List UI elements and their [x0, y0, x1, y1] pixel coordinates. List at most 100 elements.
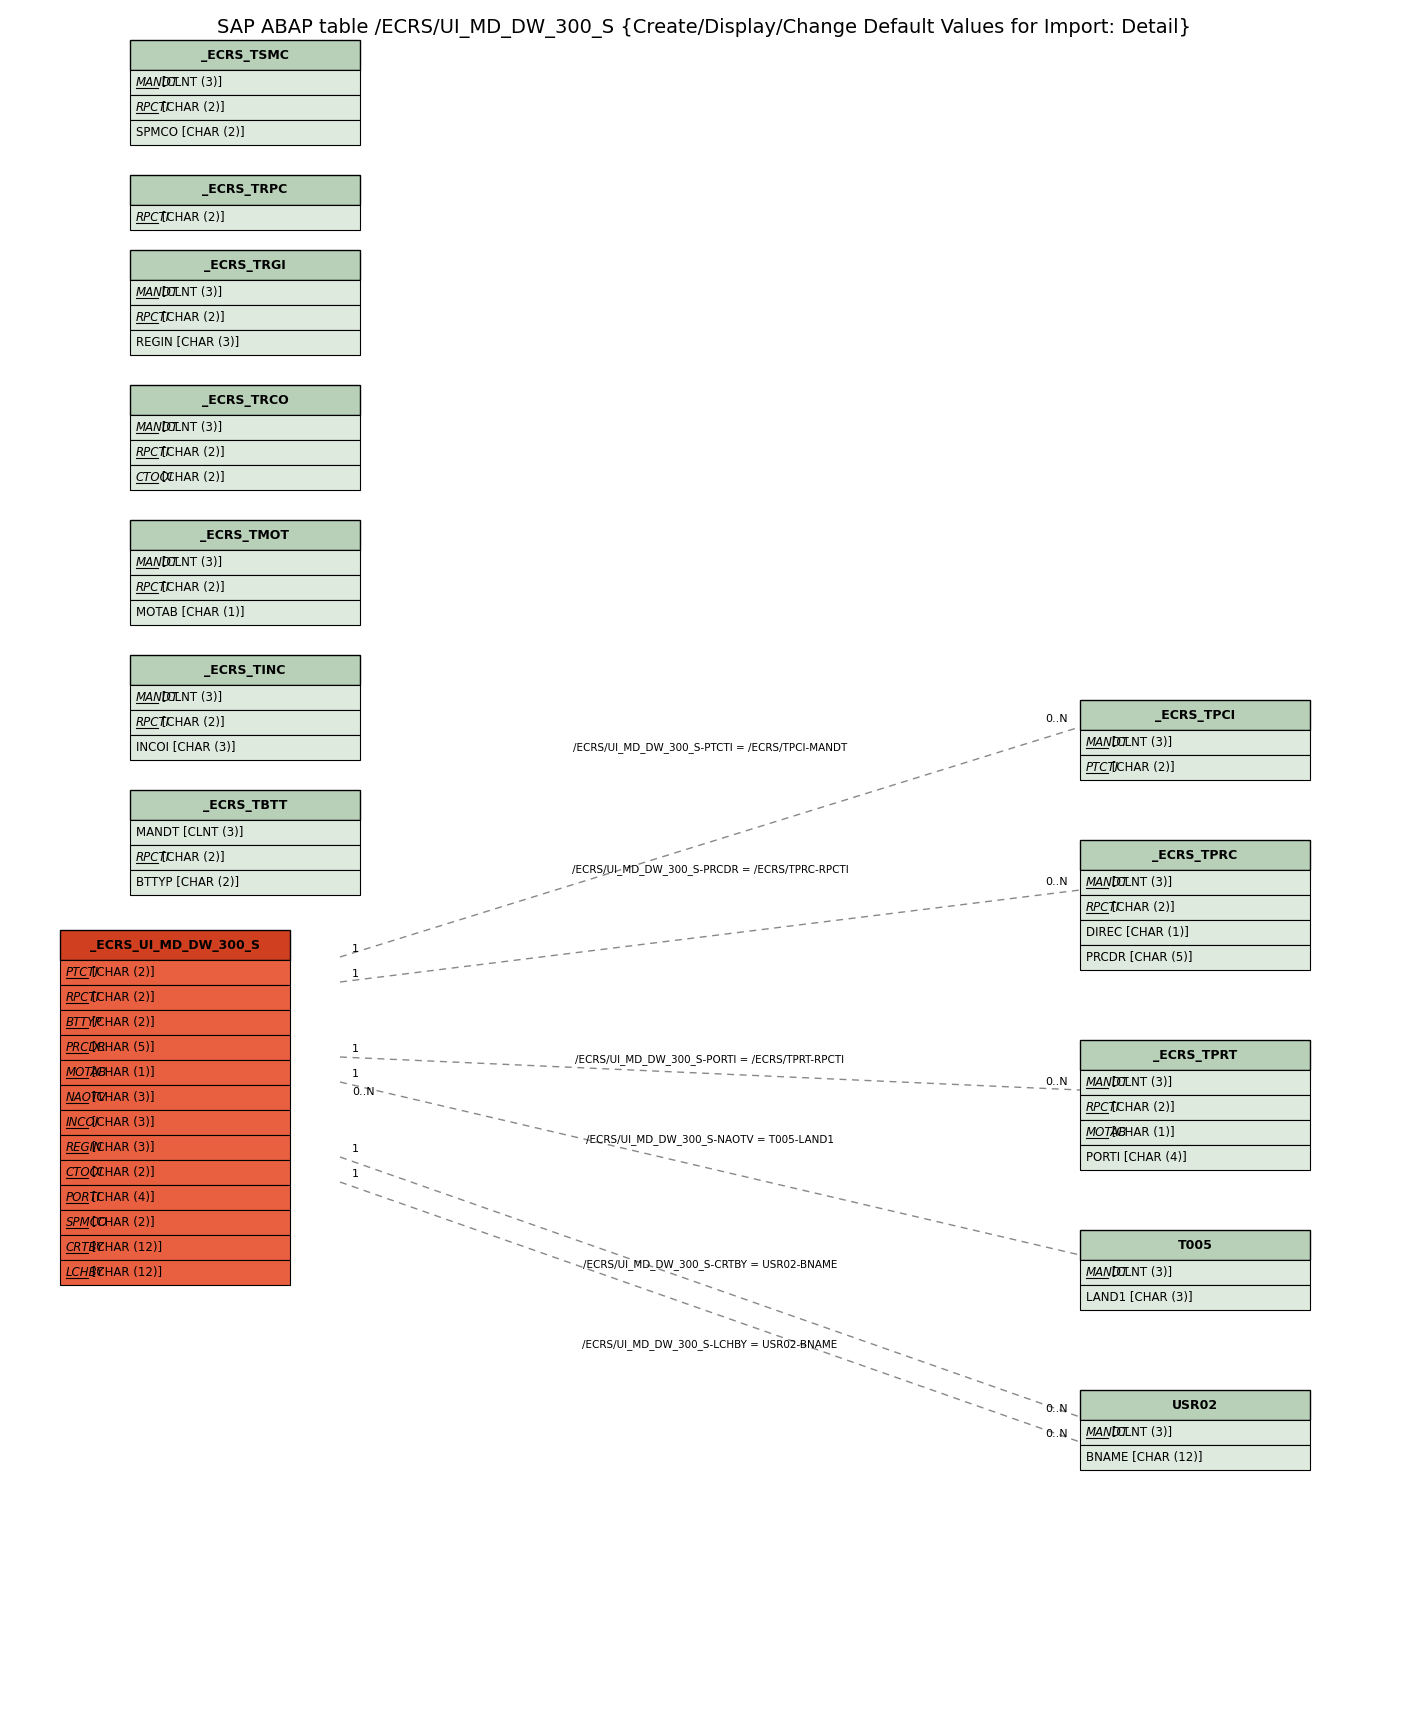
Bar: [130, 735, 361, 759]
Text: PRCDR [CHAR (5)]: PRCDR [CHAR (5)]: [1086, 951, 1192, 964]
Bar: [130, 385, 361, 416]
Text: MOTAB: MOTAB: [1086, 1125, 1127, 1139]
Text: 1: 1: [352, 1144, 359, 1154]
Bar: [61, 985, 290, 1011]
Bar: [61, 1011, 290, 1035]
Text: _ECRS_TSMC: _ECRS_TSMC: [201, 48, 289, 62]
Bar: [130, 845, 361, 870]
Text: 0..N: 0..N: [1045, 1404, 1068, 1414]
Bar: [130, 790, 361, 821]
Text: [CHAR (2)]: [CHAR (2)]: [89, 1016, 155, 1029]
Text: PORTI: PORTI: [66, 1190, 101, 1204]
Bar: [130, 821, 361, 845]
Text: 1: 1: [352, 1170, 359, 1178]
Bar: [61, 1235, 290, 1260]
Bar: [130, 205, 361, 231]
Text: [CHAR (1)]: [CHAR (1)]: [1107, 1125, 1175, 1139]
Text: 0..N: 0..N: [1045, 1430, 1068, 1440]
Text: RPCTI: RPCTI: [1086, 901, 1120, 915]
Text: MANDT: MANDT: [137, 691, 179, 705]
Bar: [1081, 1445, 1310, 1471]
Text: MANDT: MANDT: [137, 421, 179, 434]
Text: RPCTI: RPCTI: [137, 581, 170, 593]
Text: [CLNT (3)]: [CLNT (3)]: [158, 286, 223, 299]
Text: _ECRS_TRPC: _ECRS_TRPC: [203, 183, 287, 197]
Text: [CHAR (2)]: [CHAR (2)]: [158, 311, 224, 323]
Text: NAOTV: NAOTV: [66, 1091, 107, 1105]
Text: RPCTI: RPCTI: [137, 852, 170, 864]
Text: _ECRS_TPCI: _ECRS_TPCI: [1155, 708, 1236, 722]
Text: USR02: USR02: [1172, 1399, 1217, 1411]
Text: LAND1 [CHAR (3)]: LAND1 [CHAR (3)]: [1086, 1291, 1192, 1305]
Text: [CLNT (3)]: [CLNT (3)]: [158, 556, 223, 569]
Text: 0..N: 0..N: [352, 1088, 375, 1098]
Text: /ECRS/UI_MD_DW_300_S-PRCDR = /ECRS/TPRC-RPCTI: /ECRS/UI_MD_DW_300_S-PRCDR = /ECRS/TPRC-…: [572, 865, 848, 876]
Text: MANDT: MANDT: [1086, 1265, 1129, 1279]
Text: INCOI: INCOI: [66, 1117, 99, 1129]
Text: [CLNT (3)]: [CLNT (3)]: [158, 691, 223, 705]
Bar: [130, 96, 361, 120]
Bar: [61, 1260, 290, 1284]
Bar: [130, 655, 361, 686]
Bar: [61, 930, 290, 959]
Bar: [130, 710, 361, 735]
Text: MANDT: MANDT: [1086, 1426, 1129, 1440]
Text: MANDT: MANDT: [1086, 876, 1129, 889]
Text: SPMCO [CHAR (2)]: SPMCO [CHAR (2)]: [137, 127, 245, 139]
Text: DIREC [CHAR (1)]: DIREC [CHAR (1)]: [1086, 927, 1189, 939]
Text: RPCTI: RPCTI: [137, 716, 170, 728]
Bar: [130, 280, 361, 304]
Text: [CHAR (2)]: [CHAR (2)]: [1107, 901, 1175, 915]
Text: [CHAR (2)]: [CHAR (2)]: [89, 1216, 155, 1229]
Bar: [61, 1211, 290, 1235]
Text: MOTAB: MOTAB: [66, 1065, 107, 1079]
Bar: [61, 1060, 290, 1086]
Text: PORTI [CHAR (4)]: PORTI [CHAR (4)]: [1086, 1151, 1186, 1165]
Text: PRCDR: PRCDR: [66, 1041, 107, 1053]
Bar: [130, 250, 361, 280]
Text: MOTAB [CHAR (1)]: MOTAB [CHAR (1)]: [137, 605, 245, 619]
Bar: [61, 1159, 290, 1185]
Text: [CLNT (3)]: [CLNT (3)]: [1107, 1426, 1172, 1440]
Text: RPCTI: RPCTI: [137, 210, 170, 224]
Text: [CHAR (2)]: [CHAR (2)]: [89, 966, 155, 980]
Bar: [1081, 1390, 1310, 1419]
Text: [CHAR (3)]: [CHAR (3)]: [89, 1141, 155, 1154]
Text: /ECRS/UI_MD_DW_300_S-NAOTV = T005-LAND1: /ECRS/UI_MD_DW_300_S-NAOTV = T005-LAND1: [586, 1134, 834, 1146]
Bar: [130, 174, 361, 205]
Bar: [61, 959, 290, 985]
Bar: [130, 120, 361, 145]
Text: _ECRS_TRCO: _ECRS_TRCO: [201, 393, 289, 407]
Text: RPCTI: RPCTI: [137, 101, 170, 115]
Text: LCHBY: LCHBY: [66, 1265, 104, 1279]
Text: [CHAR (3)]: [CHAR (3)]: [89, 1117, 155, 1129]
Text: [CHAR (12)]: [CHAR (12)]: [89, 1241, 162, 1253]
Text: 1: 1: [352, 970, 359, 980]
Bar: [61, 1135, 290, 1159]
Text: [CHAR (2)]: [CHAR (2)]: [89, 1166, 155, 1178]
Bar: [1081, 1229, 1310, 1260]
Bar: [130, 70, 361, 96]
Text: _ECRS_TBTT: _ECRS_TBTT: [203, 799, 287, 812]
Text: [CHAR (12)]: [CHAR (12)]: [89, 1265, 162, 1279]
Bar: [130, 686, 361, 710]
Text: MANDT: MANDT: [137, 75, 179, 89]
Text: 0..N: 0..N: [1045, 877, 1068, 887]
Bar: [130, 551, 361, 575]
Text: /ECRS/UI_MD_DW_300_S-PORTI = /ECRS/TPRT-RPCTI: /ECRS/UI_MD_DW_300_S-PORTI = /ECRS/TPRT-…: [575, 1055, 844, 1065]
Bar: [1081, 1146, 1310, 1170]
Bar: [130, 439, 361, 465]
Text: _ECRS_TPRT: _ECRS_TPRT: [1153, 1048, 1237, 1062]
Text: [CHAR (2)]: [CHAR (2)]: [1107, 1101, 1175, 1113]
Bar: [130, 520, 361, 551]
Bar: [1081, 756, 1310, 780]
Text: 1: 1: [352, 944, 359, 954]
Text: [CLNT (3)]: [CLNT (3)]: [158, 75, 223, 89]
Bar: [1081, 840, 1310, 870]
Text: _ECRS_TRGI: _ECRS_TRGI: [204, 258, 286, 272]
Bar: [130, 304, 361, 330]
Text: [CHAR (2)]: [CHAR (2)]: [89, 992, 155, 1004]
Text: [CHAR (1)]: [CHAR (1)]: [89, 1065, 155, 1079]
Text: [CHAR (5)]: [CHAR (5)]: [89, 1041, 155, 1053]
Text: [CHAR (2)]: [CHAR (2)]: [158, 852, 224, 864]
